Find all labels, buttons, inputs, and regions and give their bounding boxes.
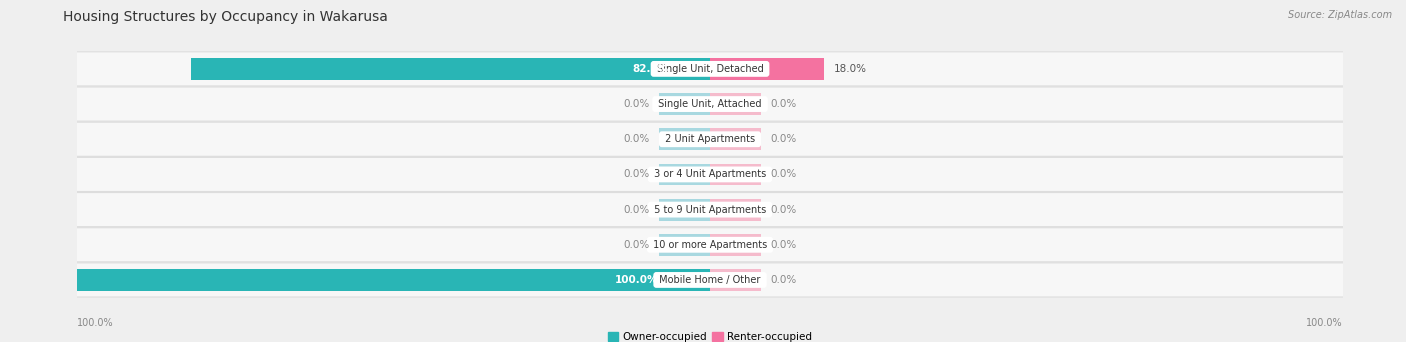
- Bar: [710, 58, 824, 80]
- Text: Source: ZipAtlas.com: Source: ZipAtlas.com: [1288, 10, 1392, 20]
- Text: 0.0%: 0.0%: [624, 205, 650, 214]
- FancyBboxPatch shape: [72, 87, 1350, 121]
- Text: 10 or more Apartments: 10 or more Apartments: [650, 240, 770, 250]
- Text: Single Unit, Detached: Single Unit, Detached: [654, 64, 766, 74]
- FancyBboxPatch shape: [72, 52, 1350, 86]
- Text: 0.0%: 0.0%: [770, 169, 796, 180]
- Text: 0.0%: 0.0%: [624, 169, 650, 180]
- Bar: [710, 234, 761, 256]
- Bar: [659, 199, 710, 221]
- Bar: [710, 128, 761, 150]
- Text: 0.0%: 0.0%: [624, 134, 650, 144]
- Text: Mobile Home / Other: Mobile Home / Other: [657, 275, 763, 285]
- Legend: Owner-occupied, Renter-occupied: Owner-occupied, Renter-occupied: [603, 328, 817, 342]
- Text: 0.0%: 0.0%: [624, 240, 650, 250]
- FancyBboxPatch shape: [72, 157, 1350, 192]
- Text: 3 or 4 Unit Apartments: 3 or 4 Unit Apartments: [651, 169, 769, 180]
- Text: 2 Unit Apartments: 2 Unit Apartments: [662, 134, 758, 144]
- Text: Single Unit, Attached: Single Unit, Attached: [655, 99, 765, 109]
- Text: Housing Structures by Occupancy in Wakarusa: Housing Structures by Occupancy in Wakar…: [63, 10, 388, 24]
- Text: 0.0%: 0.0%: [770, 240, 796, 250]
- Text: 0.0%: 0.0%: [770, 99, 796, 109]
- Text: 0.0%: 0.0%: [770, 275, 796, 285]
- Text: 0.0%: 0.0%: [624, 99, 650, 109]
- Bar: [710, 163, 761, 185]
- Bar: [659, 234, 710, 256]
- FancyBboxPatch shape: [72, 122, 1350, 156]
- Bar: [710, 269, 761, 291]
- Text: 0.0%: 0.0%: [770, 205, 796, 214]
- Text: 100.0%: 100.0%: [1306, 318, 1343, 328]
- Text: 100.0%: 100.0%: [77, 318, 114, 328]
- Text: 82.0%: 82.0%: [633, 64, 668, 74]
- Text: 5 to 9 Unit Apartments: 5 to 9 Unit Apartments: [651, 205, 769, 214]
- Bar: [659, 128, 710, 150]
- FancyBboxPatch shape: [72, 228, 1350, 262]
- Bar: [659, 93, 710, 115]
- Bar: [77, 269, 710, 291]
- Text: 0.0%: 0.0%: [770, 134, 796, 144]
- FancyBboxPatch shape: [72, 263, 1350, 297]
- Bar: [659, 163, 710, 185]
- Bar: [710, 93, 761, 115]
- Text: 100.0%: 100.0%: [616, 275, 658, 285]
- Text: 18.0%: 18.0%: [834, 64, 866, 74]
- Bar: [710, 199, 761, 221]
- Bar: [191, 58, 710, 80]
- FancyBboxPatch shape: [72, 193, 1350, 227]
